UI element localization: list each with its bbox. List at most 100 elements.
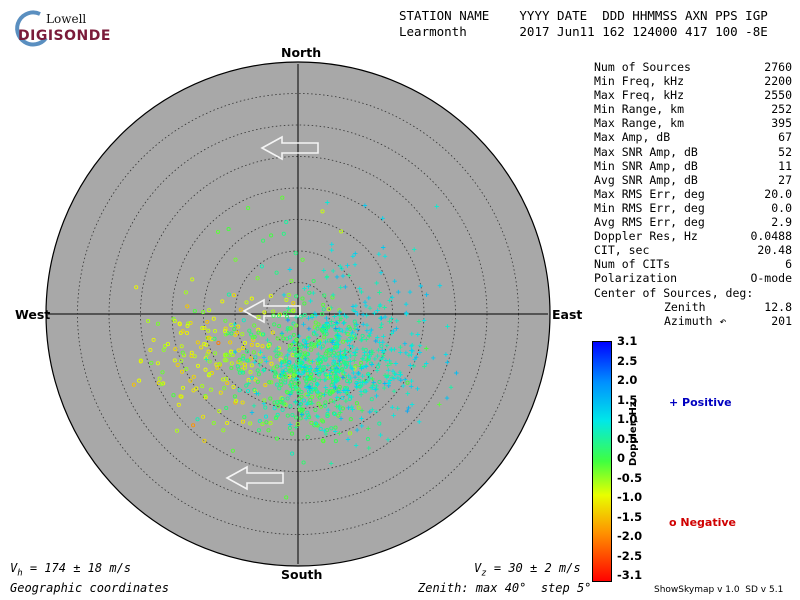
positive-source-point: [395, 406, 400, 411]
negative-source-point: [155, 321, 161, 326]
negative-source-point: [237, 388, 242, 393]
colorbar-tick: -3.1: [617, 568, 643, 582]
positive-source-point: [328, 461, 334, 466]
negative-source-point: [285, 413, 290, 418]
positive-source-point: [275, 346, 280, 351]
negative-source-point: [375, 364, 381, 369]
negative-source-point: [230, 352, 235, 357]
positive-source-point: [251, 403, 257, 408]
negative-source-point: [291, 308, 296, 313]
stat-label: Min Freq, kHz: [594, 74, 685, 89]
positive-source-point: [285, 317, 291, 323]
negative-source-point: [287, 309, 292, 314]
positive-source-point: [409, 384, 414, 389]
center-heading: Center of Sources, deg:: [594, 285, 754, 300]
positive-source-point: [329, 390, 334, 396]
positive-source-point: [287, 422, 293, 427]
negative-source-point: [225, 381, 230, 386]
positive-source-point: [364, 313, 369, 318]
negative-source-point: [148, 347, 153, 353]
negative-source-point: [165, 342, 171, 347]
positive-source-point: [304, 374, 310, 380]
negative-source-point: [204, 342, 209, 347]
negative-source-point: [261, 238, 266, 243]
colorbar-tick: -2.5: [617, 548, 643, 563]
digisonde-logo: Lowell DIGISONDE: [10, 8, 110, 48]
positive-source-point: [341, 321, 346, 326]
stat-row: Max Amp, dB 67: [594, 130, 792, 144]
positive-source-point: [376, 252, 382, 257]
positive-source-point: [364, 337, 369, 342]
positive-source-point: [333, 361, 338, 366]
positive-source-point: [382, 314, 388, 320]
negative-source-point: [335, 396, 340, 401]
positive-source-point: [369, 327, 374, 333]
negative-source-point: [225, 331, 230, 336]
negative-source-point: [348, 417, 353, 422]
positive-source-point: [344, 355, 349, 361]
positive-source-point: [391, 413, 396, 418]
negative-source-point: [131, 382, 136, 387]
negative-source-point: [241, 318, 246, 323]
stat-label: Min Range, km: [594, 102, 685, 117]
negative-source-point: [288, 367, 293, 372]
negative-source-point: [289, 431, 295, 436]
positive-source-point: [296, 333, 302, 339]
negative-source-point: [180, 350, 185, 355]
stat-label: Avg RMS Err, deg: [594, 215, 705, 230]
positive-source-point: [352, 375, 358, 380]
negative-source-point: [248, 370, 253, 375]
negative-source-point: [222, 386, 227, 391]
negative-source-point: [224, 358, 229, 363]
positive-source-point: [356, 371, 361, 376]
positive-source-point: [365, 357, 370, 363]
negative-source-point: [280, 360, 285, 365]
negative-source-point: [324, 389, 329, 394]
negative-source-point: [249, 363, 254, 368]
positive-source-point: [306, 335, 312, 340]
negative-source-point: [292, 349, 297, 354]
negative-source-point: [228, 340, 233, 345]
colorbar-tick: -1.5: [617, 509, 643, 524]
negative-source-point: [290, 412, 295, 418]
positive-source-point: [386, 368, 391, 373]
positive-source-point: [352, 326, 358, 331]
negative-source-point: [354, 401, 359, 406]
positive-source-point: [394, 326, 399, 331]
negative-source-point: [298, 350, 303, 355]
positive-source-point: [342, 348, 347, 353]
positive-source-point: [376, 362, 381, 367]
positive-source-point: [347, 349, 352, 354]
colorbar-tick: 1.5: [617, 392, 638, 407]
positive-source-point: [409, 331, 414, 337]
negative-source-point: [325, 411, 330, 416]
positive-source-point: [410, 342, 415, 348]
negative-source-point: [206, 349, 211, 354]
negative-source-point: [232, 293, 237, 298]
positive-source-point: [338, 410, 343, 415]
negative-source-point: [171, 393, 176, 398]
negative-source-point: [283, 402, 288, 407]
negative-source-point: [369, 361, 374, 366]
negative-source-point: [190, 277, 195, 282]
positive-source-point: [301, 322, 306, 327]
negative-source-point: [281, 231, 286, 236]
positive-source-point: [291, 340, 296, 345]
colorbar-tick: -2.0: [617, 529, 643, 543]
negative-source-point: [317, 395, 322, 400]
positive-source-point: [334, 345, 339, 350]
positive-source-point: [336, 342, 341, 347]
negative-source-point: [276, 351, 281, 356]
negative-source-point: [224, 405, 229, 411]
stat-value: 6: [785, 257, 792, 272]
positive-source-point: [344, 314, 349, 320]
negative-source-point: [275, 364, 280, 369]
negative-source-point: [342, 374, 348, 379]
positive-source-point: [390, 369, 396, 374]
positive-source-point: [345, 437, 351, 442]
positive-source-point: [257, 362, 262, 368]
negative-source-point: [320, 327, 325, 332]
positive-source-point: [319, 368, 324, 374]
positive-source-point: [338, 285, 343, 290]
positive-source-point: [261, 355, 267, 360]
